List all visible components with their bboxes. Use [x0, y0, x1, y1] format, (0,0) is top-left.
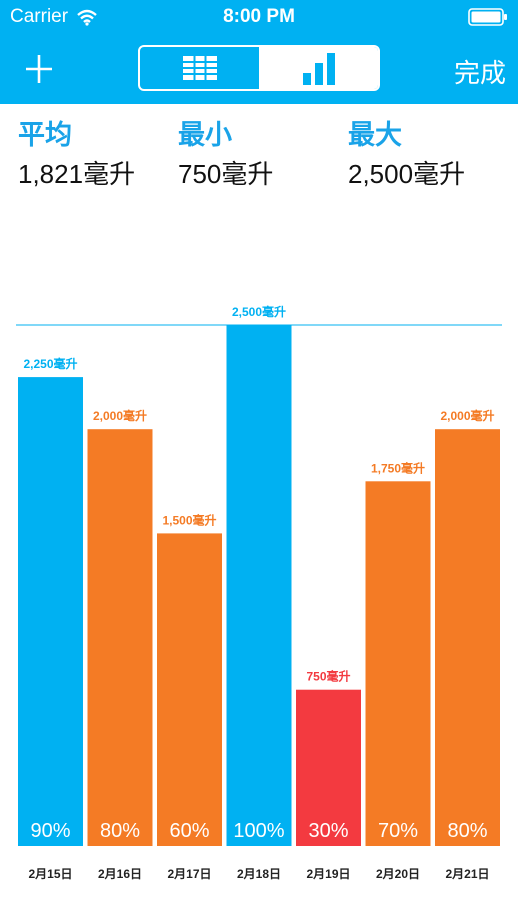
wifi-icon: [77, 9, 97, 26]
bar-percent-label: 90%: [30, 820, 70, 842]
bar-value-label: 1,500毫升: [162, 512, 216, 527]
done-button[interactable]: 完成: [453, 58, 506, 88]
stat-average-label: 平均: [18, 120, 72, 150]
bar-percent-label: 100%: [233, 820, 284, 842]
date-label: 2月17日: [167, 867, 211, 881]
bar-value-label: 1,750毫升: [371, 460, 425, 475]
bar-chart-icon: [302, 53, 335, 85]
segment-chart[interactable]: [259, 47, 378, 89]
bar: [435, 429, 500, 846]
date-label: 2月16日: [98, 867, 142, 881]
bar: [226, 325, 292, 846]
bar-percent-label: 30%: [308, 820, 348, 842]
bar-percent-label: 60%: [169, 820, 209, 842]
bar: [365, 481, 431, 846]
bar: [157, 533, 222, 846]
bar-percent-label: 70%: [378, 820, 418, 842]
add-button[interactable]: [18, 50, 60, 88]
stat-max-label: 最大: [348, 120, 402, 150]
date-label: 2月19日: [306, 867, 350, 881]
bar: [296, 689, 361, 846]
status-time: 8:00 PM: [223, 6, 295, 27]
status-carrier: Carrier: [10, 6, 98, 28]
date-label: 2月20日: [376, 867, 420, 881]
date-label: 2月21日: [445, 867, 489, 881]
view-segmented-control: [138, 45, 380, 91]
segment-table[interactable]: [140, 47, 259, 89]
date-label: 2月15日: [28, 867, 72, 881]
plus-icon: [26, 55, 52, 83]
stat-average: 平均 1,821毫升: [18, 118, 135, 192]
stat-max: 最大 2,500毫升: [348, 118, 465, 192]
bar: [18, 377, 83, 846]
bar-value-label: 2,000毫升: [440, 408, 494, 423]
table-icon: [182, 56, 217, 80]
bar-percent-label: 80%: [447, 820, 487, 842]
bar-percent-label: 80%: [100, 820, 140, 842]
header: Carrier 8:00 PM: [0, 0, 518, 104]
stat-min-value: 750毫升: [178, 159, 274, 189]
stat-max-value: 2,500毫升: [348, 159, 466, 189]
date-label: 2月18日: [237, 867, 281, 881]
stat-min: 最小 750毫升: [178, 118, 273, 192]
bar-value-label: 2,500毫升: [232, 304, 286, 319]
stat-average-value: 1,821毫升: [18, 159, 136, 189]
bar-value-label: 2,000毫升: [93, 408, 147, 423]
bar: [87, 429, 153, 846]
bar-value-label: 2,250毫升: [23, 356, 77, 371]
bar-value-label: 750毫升: [306, 669, 350, 684]
stat-min-label: 最小: [178, 120, 232, 150]
carrier-label: Carrier: [10, 6, 69, 27]
battery-icon: [468, 8, 507, 26]
